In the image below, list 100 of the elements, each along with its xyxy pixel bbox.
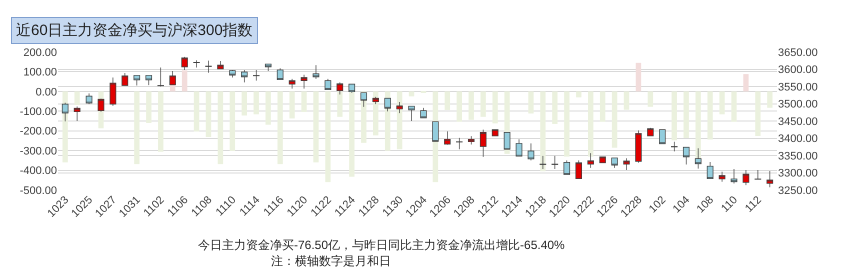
candlestick [659,129,666,144]
bar [480,91,486,117]
candlestick [564,160,570,175]
y-tick-label: 0.00 [36,86,57,98]
candlestick [754,170,762,180]
candlestick [647,128,654,136]
y-tick-label: -400.00 [20,165,57,178]
candlestick [384,98,391,112]
bar [564,91,570,157]
candlestick [420,108,427,118]
bar [528,91,534,114]
candlestick [396,102,403,114]
bar [349,91,354,177]
y2-tick-label: 3250.00 [778,184,818,197]
candlestick [157,67,164,87]
y-tick-label: -500.00 [20,184,57,197]
bar [277,91,283,164]
candlestick [528,143,534,161]
candlestick [288,78,296,89]
candlestick [360,92,368,108]
y2-tick-label: 3400.00 [778,133,818,146]
candlestick [575,160,582,179]
candlestick [241,70,248,83]
bar [182,70,188,92]
candlestick [456,138,463,150]
bar [254,91,259,114]
bar [266,91,271,125]
bar [552,91,558,124]
candlestick [193,60,200,68]
candlestick [730,168,738,184]
bar [492,91,498,124]
candlestick [742,170,750,186]
candlestick [181,56,188,70]
x-tick-label: 104 [670,194,692,216]
candlestick [766,170,774,188]
bar [146,91,152,123]
bar [206,91,212,137]
candlestick [682,146,690,165]
bar [731,91,737,122]
candlestick [694,148,702,169]
candlestick [74,106,80,122]
bar [719,91,725,114]
y2-tick-label: 3600.00 [778,64,818,76]
bar [396,91,402,150]
candlestick [372,96,379,104]
y2-tick-label: 3550.00 [778,81,818,94]
candlestick [552,156,558,170]
candlestick [217,60,224,70]
bar [313,91,319,162]
bar [134,91,140,164]
candlestick [324,78,332,90]
bar [600,91,606,122]
candlestick [134,75,140,86]
bar [468,91,474,120]
x-tick-label: 102 [646,194,668,216]
candlestick [718,171,726,182]
candlestick [300,74,308,89]
bar [444,91,450,110]
candlestick [348,84,356,94]
bar [588,91,594,157]
bar [218,91,224,164]
bar [743,74,749,92]
candlestick [671,141,678,152]
bar [684,91,689,138]
bar [755,91,761,136]
y-tick-label: 200.00 [23,46,57,59]
candlestick [480,129,486,158]
bar [648,91,654,107]
candlestick [62,102,68,122]
text: 今日主力资金净买-76.50亿，与昨日同比主力资金净流出增比-65.40% [198,238,566,252]
bar [170,84,176,92]
candlestick [122,72,128,86]
candlestick [110,77,116,106]
bar [624,91,630,110]
candlestick [504,132,510,150]
candlestick [468,136,475,145]
y-tick-label: 100.00 [23,66,57,79]
text: 注：横轴数字是月和日 [271,254,391,268]
candlestick [587,152,594,168]
bar [695,91,701,158]
bar [242,91,248,116]
bar [74,91,80,106]
y-tick-label: -300.00 [20,145,57,158]
y-tick-label: -100.00 [20,106,57,118]
bar [612,91,618,148]
candlestick [252,70,260,81]
candlestick [706,162,714,179]
chart-title: 近60日主力资金净买与沪深300指数 [16,22,253,39]
candlestick [611,158,618,168]
bar [325,91,331,182]
candlestick [635,130,642,164]
bar [301,91,307,112]
candlestick [623,158,630,170]
bar [672,91,677,140]
candlestick [432,121,439,142]
y2-tick-label: 3350.00 [778,150,818,162]
y2-tick-label: 3650.00 [778,46,818,59]
candlestick [264,64,272,72]
y2-tick-label: 3450.00 [778,116,818,128]
candlestick [540,156,546,170]
